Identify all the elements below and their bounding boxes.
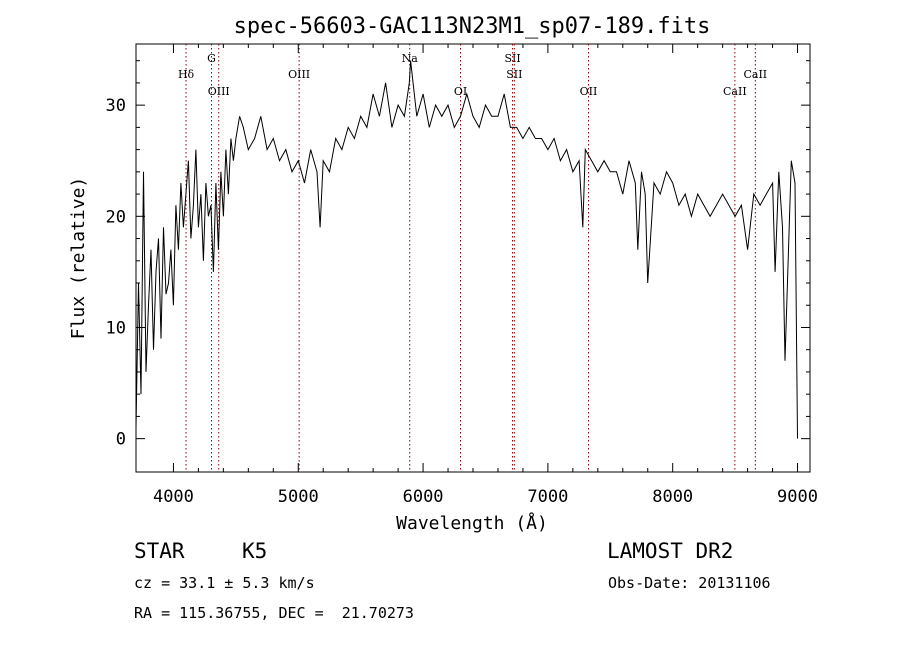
object-type: STAR [134,539,185,563]
x-axis-label: Wavelength (Å) [396,512,548,534]
x-tick-label: 5000 [278,487,319,507]
marker-label-10: CaII [743,68,767,81]
x-tick-label: 4000 [153,487,194,507]
y-axis-ticks: 0 10 20 30 [106,60,810,450]
y-tick-label: 30 [106,96,126,116]
y-tick-label: 0 [116,430,126,450]
spectrum-series [135,60,798,439]
y-tick-label: 10 [106,318,126,338]
spectrum-line [135,60,798,439]
coordinates: RA = 115.36755, DEC = 21.70273 [134,604,414,622]
marker-label-8: OII [580,85,598,98]
marker-label-7: SII [506,68,522,81]
y-tick-label: 20 [106,207,126,227]
redshift-velocity: cz = 33.1 ± 5.3 km/s [134,574,315,592]
x-tick-label: 6000 [403,487,444,507]
marker-label-1: G [207,52,216,65]
survey-name: LAMOST DR2 [607,539,734,563]
marker-label-5: OI [454,85,467,98]
marker-label-9: CaII [723,85,747,98]
chart-title: spec-56603-GAC113N23M1_sp07-189.fits [234,14,711,39]
marker-label-6: SII [504,52,520,65]
marker-label-0: Hδ [178,68,195,81]
x-tick-label: 9000 [777,487,818,507]
y-axis-label: Flux (relative) [68,177,89,340]
plot-frame [135,43,811,473]
x-tick-label: 7000 [527,487,568,507]
observation-date: Obs-Date: 20131106 [608,574,771,592]
marker-label-3: OIII [288,68,310,81]
x-axis-ticks: 4000 5000 6000 7000 8000 9000 [153,44,818,507]
x-tick-label: 8000 [652,487,693,507]
marker-label-2: OIII [208,85,230,98]
object-subclass: K5 [242,539,268,563]
spectral-line-markers: Hδ G OIII OIII Na OI SII SII OII CaII CaII [178,44,767,472]
marker-label-4: Na [402,52,419,65]
